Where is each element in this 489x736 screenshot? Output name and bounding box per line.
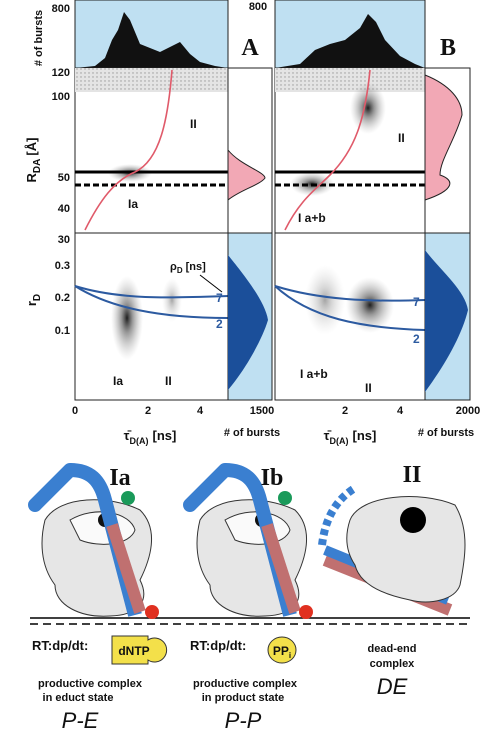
axis-label: # of bursts — [224, 427, 280, 439]
tick-label: 40 — [58, 203, 70, 215]
abbr: DE — [377, 674, 408, 699]
axis-label: # of bursts — [33, 10, 45, 66]
diagram-ib: Ib RT:dp/dt: PPi productive complex in p… — [190, 465, 313, 733]
diagram-ii: II dead-end complex DE — [322, 462, 465, 699]
tick-label: 2 — [145, 405, 151, 417]
ligand: PPi — [273, 644, 291, 660]
abbr: P-P — [225, 708, 262, 733]
hatched-zone — [275, 68, 425, 92]
donor-dye — [278, 491, 292, 505]
tick-label: 800 — [52, 3, 70, 15]
axis-sub: D(A) — [329, 436, 348, 446]
diagram-ia: Ia RT:dp/dt: dNTP productive complex in … — [32, 465, 167, 733]
curve-label: 2 — [413, 332, 420, 346]
complex-prefix: RT:dp/dt: — [190, 638, 246, 653]
acceptor-dye — [299, 605, 313, 619]
rd-frame — [75, 233, 228, 400]
dna-strand — [190, 470, 225, 505]
tick-label: 0.1 — [55, 325, 70, 337]
axis-unit: [ns] — [152, 428, 176, 443]
axis-unit: [ns] — [352, 428, 376, 443]
marg-rda-frame — [228, 68, 272, 233]
region-label: I a+b — [298, 211, 326, 225]
caption: in product state — [202, 692, 285, 704]
axis-unit: [Å] — [24, 138, 39, 156]
region-label: Ia — [128, 197, 138, 211]
caption: dead-end — [368, 643, 417, 655]
diagram-title: II — [403, 462, 422, 488]
tick-label: 4 — [397, 405, 404, 417]
region-label: II — [190, 117, 197, 131]
rho-sub: D — [177, 266, 183, 275]
tick-label: 2000 — [456, 405, 480, 417]
ligand: dNTP — [118, 644, 149, 658]
abbr: P-E — [62, 708, 99, 733]
tick-label: 2 — [342, 405, 348, 417]
panel-label: A — [241, 35, 259, 61]
region-label: II — [165, 374, 172, 388]
rho-unit: [ns] — [186, 261, 207, 273]
region-label: Ia — [113, 374, 123, 388]
dna-strand — [35, 470, 70, 505]
dye — [400, 507, 426, 533]
diagram-title: Ia — [109, 465, 130, 491]
region-label: II — [398, 131, 405, 145]
axis-label: τ̄D(A)[ns] — [324, 428, 377, 446]
caption: productive complex — [193, 678, 298, 690]
curve-label: 2 — [216, 317, 223, 331]
complex-prefix: RT:dp/dt: — [32, 638, 88, 653]
region-label: I a+b — [300, 367, 328, 381]
axis-label: # of bursts — [418, 427, 474, 439]
tick-label: 30 — [58, 234, 70, 246]
tick-label: 120 — [52, 67, 70, 79]
tick-label: 50 — [58, 172, 70, 184]
axis-sub: D — [32, 294, 43, 301]
diagram-title: Ib — [261, 465, 284, 491]
tick-label: 0.3 — [55, 260, 70, 272]
acceptor-dye — [145, 605, 159, 619]
panel-label: B — [440, 35, 456, 61]
ligand-name: PP — [273, 644, 289, 658]
region-label: II — [365, 381, 372, 395]
axis-label: rD — [24, 294, 43, 306]
axis-label: RDA[Å] — [24, 138, 43, 183]
curve-label: 7 — [216, 291, 223, 305]
axis-label: τ̄D(A)[ns] — [124, 428, 177, 446]
tick-label: 4 — [197, 405, 204, 417]
caption: in educt state — [43, 692, 114, 704]
tick-label: 0.2 — [55, 292, 70, 304]
tick-label: 100 — [52, 91, 70, 103]
density — [111, 276, 143, 360]
donor-dye — [121, 491, 135, 505]
tick-label: 1500 — [250, 405, 274, 417]
density — [305, 265, 345, 335]
caption: complex — [370, 658, 416, 670]
tick-label: 0 — [72, 405, 78, 417]
curve-label: 7 — [413, 295, 420, 309]
figure: 800 # of bursts 120 100 50 40 30 RDA[Å] … — [0, 0, 489, 736]
axis-sub: D(A) — [129, 436, 148, 446]
ligand-sub: i — [289, 651, 291, 660]
hatched-zone — [75, 68, 228, 92]
rho-label: ρD[ns] — [170, 261, 206, 275]
axis-sub: DA — [32, 159, 43, 173]
tick-label: 800 — [249, 1, 267, 13]
caption: productive complex — [38, 678, 143, 690]
